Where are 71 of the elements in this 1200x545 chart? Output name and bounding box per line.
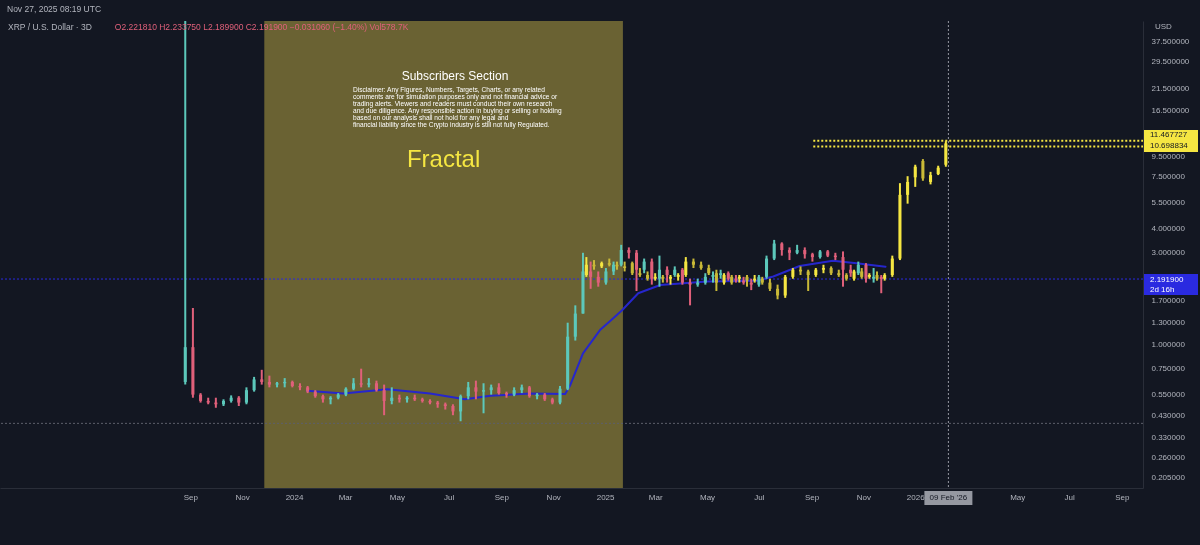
y-tick-label: 1.300000 xyxy=(1151,318,1186,328)
candlestick xyxy=(890,254,894,278)
candlestick xyxy=(684,256,688,278)
y-tick-label: 7.500000 xyxy=(1151,171,1186,181)
x-tick-label: Jul xyxy=(444,492,455,502)
candlestick xyxy=(359,367,363,389)
x-tick-label: May xyxy=(1010,492,1026,502)
x-tick-label: Nov xyxy=(856,492,872,502)
candlestick xyxy=(459,393,463,423)
candlestick xyxy=(806,268,810,292)
y-tick-label: 0.330000 xyxy=(1151,432,1186,442)
x-tick-label: 2026 xyxy=(906,492,926,502)
candlestick xyxy=(765,254,769,280)
x-tick-label: Jul xyxy=(754,492,765,502)
candlestick xyxy=(650,257,654,286)
candlestick xyxy=(584,256,588,278)
x-tick-label: Mar xyxy=(338,492,353,502)
y-tick-label: 16.500000 xyxy=(1151,105,1190,115)
y-tick-label: 0.550000 xyxy=(1151,390,1186,400)
y-tick-label: 4.000000 xyxy=(1151,224,1186,234)
candlestick xyxy=(864,262,868,284)
y-tick-label: 29.500000 xyxy=(1151,57,1190,67)
candlestick xyxy=(573,304,577,342)
x-tick-label: Sep xyxy=(804,492,820,502)
ref-line-label: 09 Feb '26 xyxy=(929,493,968,502)
candlestick xyxy=(783,274,787,299)
candlestick xyxy=(382,383,386,417)
y-tick-label: 0.205000 xyxy=(1151,472,1186,482)
candlestick xyxy=(558,384,562,406)
candlestick xyxy=(906,175,910,205)
candlestick xyxy=(657,254,661,288)
candlestick xyxy=(589,260,593,290)
ref-line-label: 2.191900 2d 16h xyxy=(1150,274,1184,294)
candlestick xyxy=(688,277,692,307)
candlestick xyxy=(711,270,715,284)
candlestick xyxy=(921,158,925,182)
x-tick-label: Sep xyxy=(1115,492,1130,502)
x-tick-label: 2024 xyxy=(285,492,304,502)
x-tick-label: Nov xyxy=(235,492,250,502)
x-tick-label: Jul xyxy=(1064,492,1075,502)
band-label: Fractal xyxy=(406,145,481,172)
y-tick-label: 0.430000 xyxy=(1151,410,1186,420)
y-tick-label: 21.500000 xyxy=(1151,83,1190,93)
data-label: 11.467727 xyxy=(1150,130,1188,140)
candlestick xyxy=(841,250,845,288)
y-axis-title: USD xyxy=(1155,22,1173,31)
y-tick-label: 5.500000 xyxy=(1151,197,1186,207)
x-tick-label: May xyxy=(699,492,716,502)
y-tick-label: 0.260000 xyxy=(1151,452,1186,462)
y-tick-label: 1.700000 xyxy=(1151,295,1186,305)
data-label: 10.698834 xyxy=(1150,141,1189,151)
text: Nov 27, 2025 08:19 UTC xyxy=(7,4,102,14)
x-tick-label: 2025 xyxy=(596,492,616,502)
x-tick-label: Nov xyxy=(546,492,561,502)
annotation: Subscribers Section xyxy=(401,69,509,83)
chart-title: XRP / U.S. Dollar · 3D xyxy=(8,22,92,32)
candlestick xyxy=(714,268,718,292)
x-tick-label: May xyxy=(389,492,405,502)
x-tick-label: Sep xyxy=(494,492,510,502)
candlestick xyxy=(913,163,917,188)
candlestick xyxy=(482,382,486,415)
x-tick-label: Mar xyxy=(648,492,663,502)
x-tick-label: Sep xyxy=(183,492,199,502)
y-tick-label: 3.000000 xyxy=(1151,248,1186,258)
candlestick xyxy=(474,379,478,401)
y-tick-label: 0.750000 xyxy=(1151,364,1186,374)
candlestick xyxy=(619,243,623,268)
candlestick xyxy=(772,238,776,262)
y-tick-label: 9.500000 xyxy=(1151,151,1186,161)
y-tick-label: 37.500000 xyxy=(1151,37,1190,47)
y-tick-label: 1.000000 xyxy=(1151,340,1186,350)
